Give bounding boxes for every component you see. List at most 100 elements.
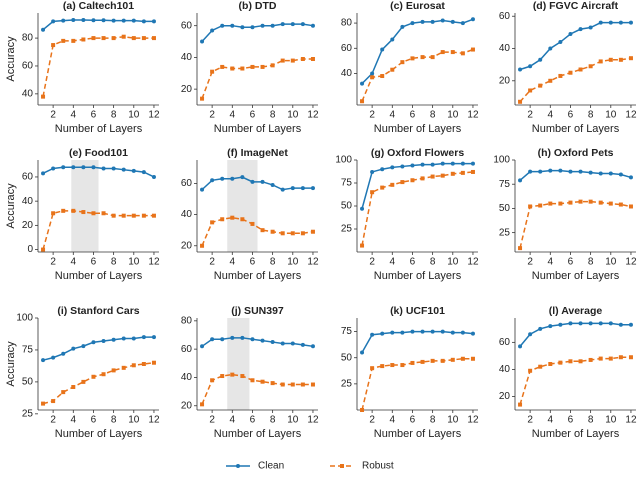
data-point [400, 330, 405, 335]
x-tick-label: 4 [390, 257, 396, 268]
data-point [470, 47, 475, 52]
series-line [519, 21, 631, 71]
data-point [578, 199, 583, 204]
data-point [440, 50, 445, 55]
data-point [598, 356, 603, 361]
data-point [240, 25, 245, 30]
data-point [460, 170, 465, 175]
data-point [91, 211, 96, 216]
legend-label: Clean [258, 461, 284, 472]
data-point [628, 175, 633, 180]
y-tick-label: 40 [499, 364, 511, 375]
data-point [518, 178, 523, 183]
x-axis-label: Number of Layers [532, 270, 620, 282]
data-point [71, 165, 76, 170]
data-point [141, 170, 146, 175]
x-tick-label: 10 [287, 415, 299, 426]
data-point [548, 362, 553, 366]
data-point [220, 64, 225, 69]
y-tick-label: 60 [499, 337, 511, 348]
data-point [210, 69, 215, 74]
data-point [460, 330, 465, 335]
data-point [410, 360, 415, 365]
y-tick-label: 100 [16, 313, 33, 324]
x-axis-label: Number of Layers [374, 123, 462, 135]
x-tick-label: 8 [430, 110, 436, 121]
data-point [360, 206, 365, 211]
y-tick-label: 75 [22, 345, 34, 356]
data-point [141, 213, 146, 218]
data-point [111, 18, 116, 23]
y-tick-label: 60 [181, 178, 193, 189]
x-tick-label: 2 [527, 257, 533, 268]
data-point [588, 199, 593, 204]
y-tick-label: 40 [341, 68, 353, 79]
y-tick-label: 20 [181, 400, 193, 411]
data-point [51, 43, 56, 48]
y-tick-label: 75 [499, 179, 511, 190]
x-tick-label: 8 [111, 257, 117, 268]
data-point [400, 60, 405, 65]
x-tick-label: 2 [209, 415, 215, 426]
data-point [370, 169, 375, 174]
data-point [230, 66, 235, 71]
x-tick-label: 10 [605, 110, 617, 121]
data-point [200, 187, 205, 192]
data-point [558, 168, 563, 173]
data-point [588, 321, 593, 326]
data-point [548, 46, 553, 51]
x-tick-label: 6 [568, 415, 574, 426]
data-point [141, 36, 146, 41]
data-point [71, 385, 76, 389]
subplot-title: (f) ImageNet [227, 147, 288, 159]
data-point [141, 362, 146, 366]
data-point [41, 401, 46, 406]
data-point [450, 330, 455, 335]
x-tick-label: 12 [625, 257, 637, 268]
x-tick-label: 4 [71, 415, 77, 426]
data-point [360, 408, 365, 412]
x-tick-label: 2 [50, 415, 56, 426]
data-point [121, 365, 126, 370]
data-point [210, 28, 215, 33]
data-point [81, 165, 86, 170]
x-tick-label: 6 [568, 110, 574, 121]
data-point [370, 190, 375, 195]
series-line [201, 337, 314, 348]
data-point [380, 167, 385, 172]
y-tick-label: 20 [181, 240, 193, 251]
data-point [360, 350, 365, 355]
data-point [548, 201, 553, 206]
data-point [61, 165, 66, 170]
data-point [41, 94, 46, 99]
data-point [440, 161, 445, 166]
series-line [361, 330, 474, 353]
data-point [91, 18, 96, 23]
x-axis-label: Number of Layers [214, 428, 302, 440]
x-tick-label: 10 [605, 257, 617, 268]
y-tick-label: 50 [22, 377, 34, 388]
data-point [151, 19, 156, 24]
data-point [518, 67, 523, 72]
x-tick-label: 10 [287, 257, 299, 268]
data-point [380, 74, 385, 79]
subplot-title: (j) SUN397 [231, 305, 284, 317]
data-point [608, 20, 613, 25]
data-point [608, 356, 613, 361]
x-tick-label: 2 [50, 110, 56, 121]
x-tick-label: 12 [625, 110, 637, 121]
series-line [201, 23, 314, 43]
x-tick-label: 8 [270, 257, 276, 268]
data-point [71, 17, 76, 22]
data-point [518, 99, 523, 104]
data-point [390, 182, 395, 187]
data-point [300, 342, 305, 347]
data-point [260, 179, 265, 184]
data-point [440, 329, 445, 334]
data-point [300, 382, 305, 387]
x-tick-label: 12 [148, 110, 160, 121]
data-point [430, 162, 435, 167]
data-point [131, 336, 136, 341]
data-point [41, 27, 46, 32]
series-line [42, 19, 154, 31]
